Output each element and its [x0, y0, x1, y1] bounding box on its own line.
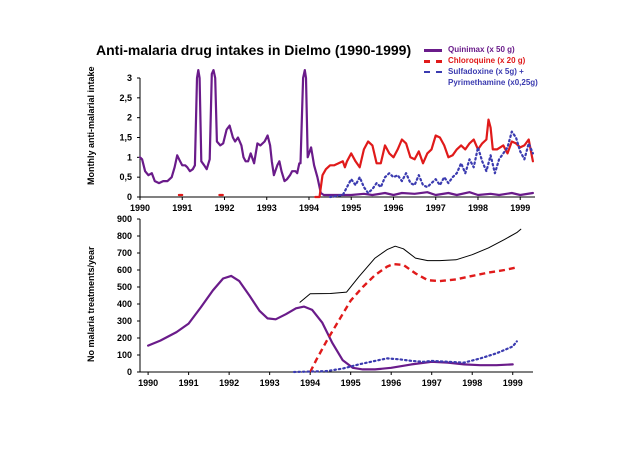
legend-swatch-chloroquine	[424, 60, 442, 63]
bottom-x-tick-label: 1991	[179, 378, 199, 388]
bottom-x-tick-label: 1999	[503, 378, 523, 388]
top-series-4	[329, 130, 535, 199]
top-x-tick-label: 1993	[257, 203, 277, 213]
bottom-series-3	[292, 340, 518, 374]
bottom-series-2	[309, 262, 518, 373]
top-y-tick-label: 2	[127, 113, 132, 123]
bottom-y-tick-label: 200	[117, 333, 132, 343]
legend: Quinimax (x 50 g) Chloroquine (x 20 g) S…	[424, 45, 584, 89]
top-x-tick-label: 1990	[130, 203, 150, 213]
bottom-y-tick-label: 300	[117, 316, 132, 326]
legend-label-sulfadoxine-line2: Pyrimethamine (x0,25g)	[448, 78, 538, 87]
top-y-tick-label: 2,5	[119, 93, 132, 103]
bottom-x-tick-label: 1995	[341, 378, 361, 388]
top-y-tick-label: 0	[127, 192, 132, 202]
top-x-tick-label: 1997	[426, 203, 446, 213]
top-y-tick-label: 3	[127, 73, 132, 83]
legend-label-chloroquine: Chloroquine (x 20 g)	[448, 56, 526, 65]
top-x-tick-label: 1991	[172, 203, 192, 213]
bottom-x-tick-label: 1998	[462, 378, 482, 388]
legend-item-chloroquine: Chloroquine (x 20 g)	[424, 56, 584, 67]
bottom-x-tick-label: 1993	[260, 378, 280, 388]
top-x-tick-label: 1998	[468, 203, 488, 213]
legend-swatch-sulfadoxine	[424, 71, 442, 73]
bottom-y-tick-label: 800	[117, 231, 132, 241]
top-x-tick-label: 1996	[383, 203, 403, 213]
bottom-y-tick-label: 600	[117, 265, 132, 275]
top-series-0	[138, 68, 535, 197]
top-x-tick-label: 1995	[341, 203, 361, 213]
top-series-1	[314, 118, 535, 199]
bottom-series-0	[299, 228, 522, 303]
bottom-x-tick-label: 1996	[381, 378, 401, 388]
chart-title: Anti-malaria drug intakes in Dielmo (199…	[96, 42, 412, 58]
bottom-y-tick-label: 0	[127, 367, 132, 377]
top-x-tick-label: 1992	[214, 203, 234, 213]
top-y-tick-label: 1	[127, 152, 132, 162]
bottom-x-tick-label: 1990	[138, 378, 158, 388]
bottom-series-1	[147, 274, 514, 371]
bottom-y-tick-label: 700	[117, 248, 132, 258]
legend-label-sulfadoxine-line1: Sulfadoxine (x 5g) +	[448, 67, 524, 76]
top-x-tick-label: 1999	[510, 203, 530, 213]
bottom-y-tick-label: 100	[117, 350, 132, 360]
bottom-y-tick-label: 400	[117, 299, 132, 309]
top-y-tick-label: 1,5	[119, 133, 132, 143]
top-x-tick-label: 1994	[299, 203, 319, 213]
bottom-y-tick-label: 500	[117, 282, 132, 292]
legend-item-sulfadoxine: Sulfadoxine (x 5g) +	[424, 67, 584, 78]
bottom-y-tick-label: 900	[117, 214, 132, 224]
legend-item-quinimax: Quinimax (x 50 g)	[424, 45, 584, 56]
legend-swatch-quinimax	[424, 49, 442, 52]
top-y-tick-label: 0,5	[119, 172, 132, 182]
bottom-x-tick-label: 1994	[300, 378, 320, 388]
bottom-x-tick-label: 1997	[422, 378, 442, 388]
legend-label-quinimax: Quinimax (x 50 g)	[448, 45, 515, 54]
bottom-x-tick-label: 1992	[219, 378, 239, 388]
